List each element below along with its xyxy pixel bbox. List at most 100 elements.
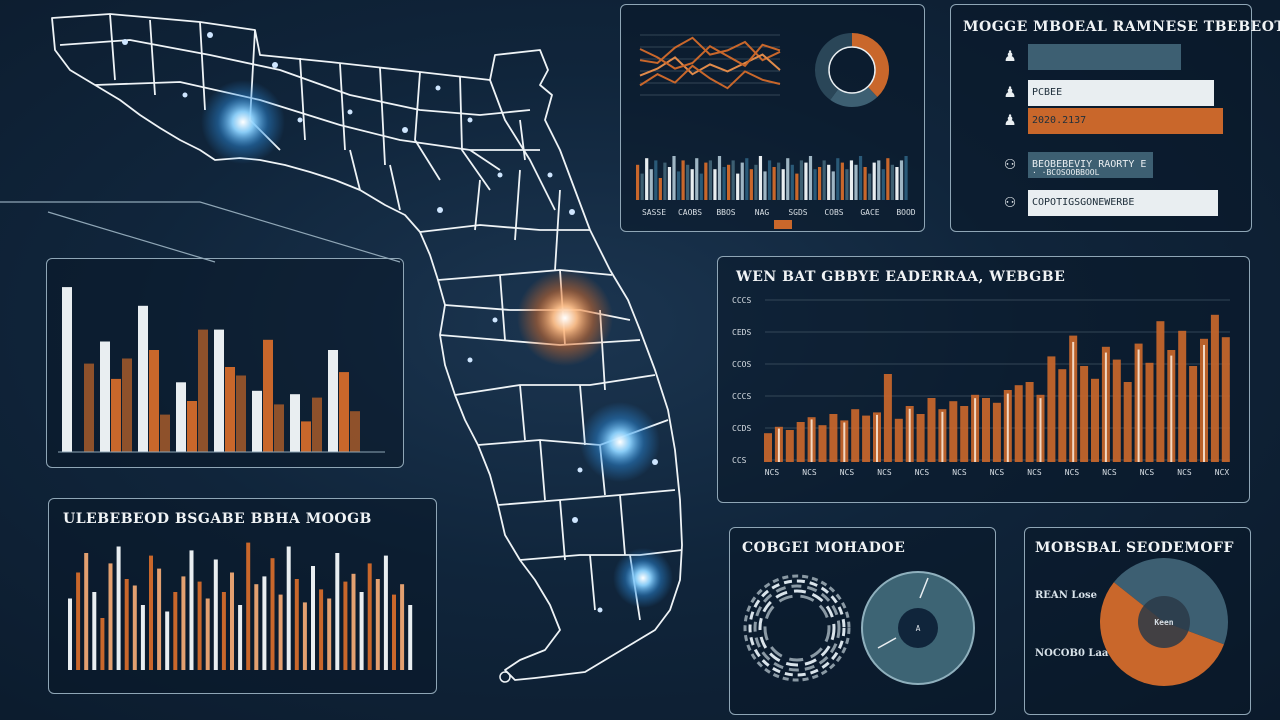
mid-right-bar	[992, 402, 1001, 462]
bottom-left-panel: ULEBEBEOD BSGABE BBHA MOOGB	[48, 498, 437, 694]
bottom-left-bar	[116, 546, 121, 670]
barcode-bar	[695, 158, 699, 200]
top-right-bar	[1028, 44, 1181, 70]
mid-right-bar-highlight	[1104, 352, 1107, 462]
mid-right-bar	[1156, 321, 1165, 462]
line-series	[639, 36, 781, 65]
barcode-bar	[858, 156, 863, 200]
left-bar	[138, 305, 148, 452]
mid-right-bar-highlight	[974, 398, 977, 462]
patterned-ring	[758, 589, 836, 667]
barcode-bar	[704, 162, 708, 200]
bottom-left-bar	[335, 553, 340, 670]
patterned-ring	[753, 584, 841, 672]
mid-right-bar	[916, 414, 925, 462]
mid-right-y-tick: CCCS	[732, 296, 751, 305]
barcode-bar	[690, 169, 694, 200]
left-bar	[160, 414, 170, 452]
top-right-bar	[1028, 190, 1218, 216]
bottom-left-bar	[181, 576, 186, 670]
bottom-left-bar	[246, 542, 251, 670]
mid-right-y-tick: CEDS	[732, 328, 751, 337]
mid-right-bar	[1145, 362, 1154, 462]
bottom-right-title: MOBSBAL SEODEMOFF	[1035, 540, 1234, 556]
barcode-bar	[640, 173, 644, 200]
bottom-left-bar	[230, 572, 234, 670]
barcode-bar	[849, 160, 854, 200]
bottom-left-bar	[189, 550, 194, 670]
bottom-left-bar	[149, 555, 153, 670]
mid-right-bar	[1112, 359, 1121, 462]
bottom-right-legend-0: REAN Lose	[1035, 590, 1098, 601]
person-icon: ♟	[1004, 109, 1016, 130]
mid-right-bar	[862, 415, 871, 462]
barcode-bar	[736, 173, 740, 200]
bottom-left-bar	[327, 598, 332, 670]
barcode-bar	[808, 156, 813, 200]
left-bar	[263, 339, 273, 452]
barcode-bar	[799, 160, 803, 200]
barcode-bar	[877, 160, 881, 200]
mid-right-x-tick: NCS	[1102, 468, 1117, 477]
barcode-bar	[863, 167, 867, 200]
barcode-bar	[772, 167, 776, 200]
line-series	[639, 43, 781, 70]
top-center-x-tick: NAG	[755, 208, 770, 217]
mid-right-bar	[1210, 314, 1219, 462]
barcode-bar	[699, 173, 703, 200]
bottom-left-bar	[68, 598, 72, 670]
mid-right-y-tick: CCS	[732, 456, 747, 465]
mid-right-bar	[927, 398, 936, 462]
mid-right-x-tick: NCX	[1215, 468, 1230, 477]
mid-right-x-tick: NCS	[840, 468, 855, 477]
barcode-bar	[672, 156, 676, 200]
barcode-bar	[667, 167, 672, 200]
bottom-right-legend-1: NOCOB0 Laa	[1035, 648, 1109, 659]
bottom-left-bar	[76, 572, 81, 670]
bottom-left-bar	[205, 598, 210, 670]
mid-right-bar	[796, 422, 805, 462]
teal-donut-mark	[877, 577, 929, 649]
patterned-ring	[763, 594, 831, 662]
left-bar	[274, 404, 284, 452]
barcode-bar	[795, 173, 799, 200]
bottom-left-bar	[213, 559, 218, 670]
left-bar	[236, 375, 246, 452]
teal-donut-center: A	[916, 624, 921, 633]
pie-hole	[1138, 596, 1190, 648]
left-bar	[290, 394, 300, 452]
mid-right-x-tick: NCS	[1027, 468, 1042, 477]
mid-right-bar	[1047, 356, 1056, 462]
bottom-left-bar	[262, 576, 267, 670]
mid-right-bar	[818, 425, 827, 462]
barcode-bar	[836, 158, 840, 200]
top-right-bar	[1028, 80, 1214, 106]
barcode-bar	[899, 160, 904, 200]
mid-right-bar	[1080, 366, 1089, 462]
bottom-left-bar	[124, 579, 129, 670]
donut-slice	[830, 86, 878, 107]
barcode-bar	[886, 158, 890, 200]
mid-right-bar	[1091, 378, 1099, 462]
bottom-mid-title: COBGEI MOHADOE	[742, 540, 906, 556]
barcode-bar	[649, 169, 653, 200]
mid-right-y-tick: CCDS	[732, 424, 751, 433]
glow-blue-south	[580, 402, 660, 482]
line-series	[639, 53, 781, 77]
mid-right-bar-highlight	[1006, 393, 1009, 462]
barcode-bar	[845, 169, 849, 200]
top-center-x-tick: GACE	[860, 208, 879, 217]
bottom-left-bar	[400, 584, 405, 670]
mid-right-y-tick: CCOS	[732, 360, 751, 369]
mid-right-bar	[894, 418, 903, 462]
bottom-left-bar	[173, 592, 178, 670]
mid-right-bar-highlight	[777, 428, 780, 462]
barcode-bar	[854, 164, 858, 200]
bottom-left-bar	[108, 563, 113, 670]
bottom-left-bar	[286, 546, 291, 670]
glow-orange-central	[517, 270, 613, 366]
bottom-left-bar	[221, 592, 226, 670]
